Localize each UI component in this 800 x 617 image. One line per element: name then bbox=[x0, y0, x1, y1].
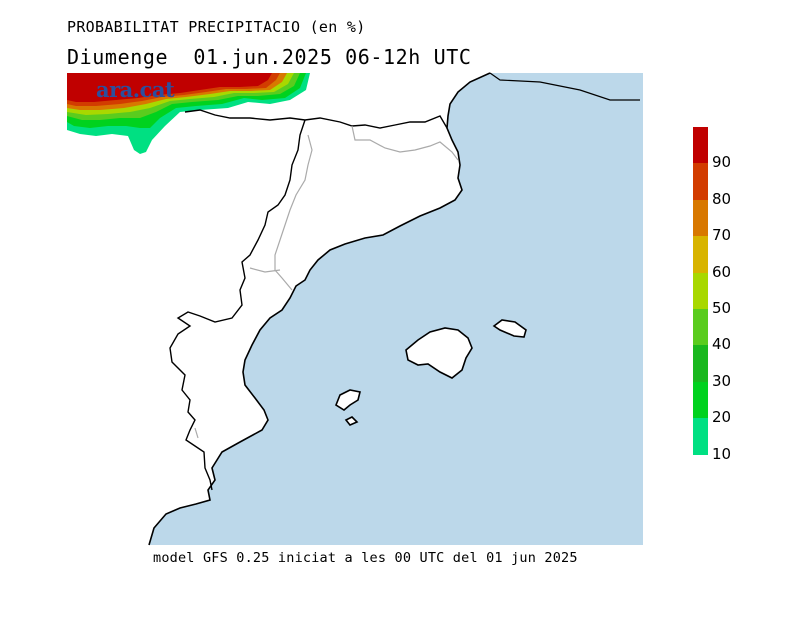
coastline bbox=[148, 72, 491, 546]
land-mainland bbox=[67, 73, 490, 545]
border-france-spain bbox=[184, 109, 448, 129]
forecast-period: Diumenge 01.jun.2025 06-12h UTC bbox=[67, 45, 472, 69]
chart-title: PROBABILITAT PRECIPITACIO (en %) bbox=[67, 18, 366, 36]
island-mallorca bbox=[405, 327, 473, 379]
legend-swatch bbox=[693, 381, 708, 419]
model-note: model GFS 0.25 iniciat a les 00 UTC del … bbox=[153, 550, 578, 566]
island-formentera bbox=[344, 416, 359, 426]
map-edge-right bbox=[489, 72, 640, 101]
legend-swatch bbox=[693, 236, 708, 274]
legend-swatch bbox=[693, 163, 708, 201]
island-menorca bbox=[492, 319, 527, 338]
legend-swatch bbox=[693, 418, 708, 456]
legend-label: 70 bbox=[712, 226, 732, 245]
legend-label: 90 bbox=[712, 153, 732, 172]
legend-label: 20 bbox=[712, 408, 732, 427]
legend-label: 80 bbox=[712, 189, 732, 208]
legend-swatch bbox=[693, 199, 708, 237]
legend-label: 50 bbox=[712, 299, 732, 317]
border-internal bbox=[194, 125, 459, 439]
legend-colorbar bbox=[693, 127, 708, 456]
legend-label: 40 bbox=[712, 335, 732, 354]
legend-label: 10 bbox=[712, 444, 732, 463]
legend-label: 60 bbox=[712, 262, 732, 281]
legend-swatch bbox=[693, 127, 708, 164]
precip-area-90 bbox=[67, 73, 272, 102]
legend-swatch bbox=[693, 345, 708, 383]
legend-label: 30 bbox=[712, 371, 732, 390]
island-eivissa bbox=[335, 389, 361, 411]
border-west bbox=[169, 119, 306, 491]
brand-watermark: ara.cat bbox=[96, 77, 175, 102]
legend-swatch bbox=[693, 272, 708, 310]
legend-swatch bbox=[693, 309, 708, 346]
